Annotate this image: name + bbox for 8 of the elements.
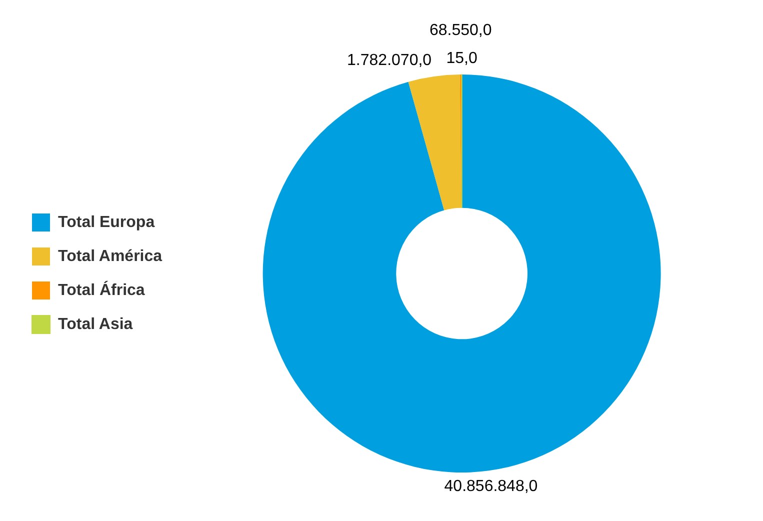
legend-label: Total África: [58, 280, 145, 299]
data-label: 1.782.070,0: [347, 52, 432, 70]
data-label: 15,0: [446, 50, 478, 67]
data-label: 40.856.848,0: [444, 478, 538, 495]
data-label: 68.550,0: [429, 22, 492, 39]
legend-label: Total Europa: [58, 214, 155, 231]
legend-label: Total América: [58, 248, 162, 265]
legend-label: Total Asia: [58, 316, 133, 333]
